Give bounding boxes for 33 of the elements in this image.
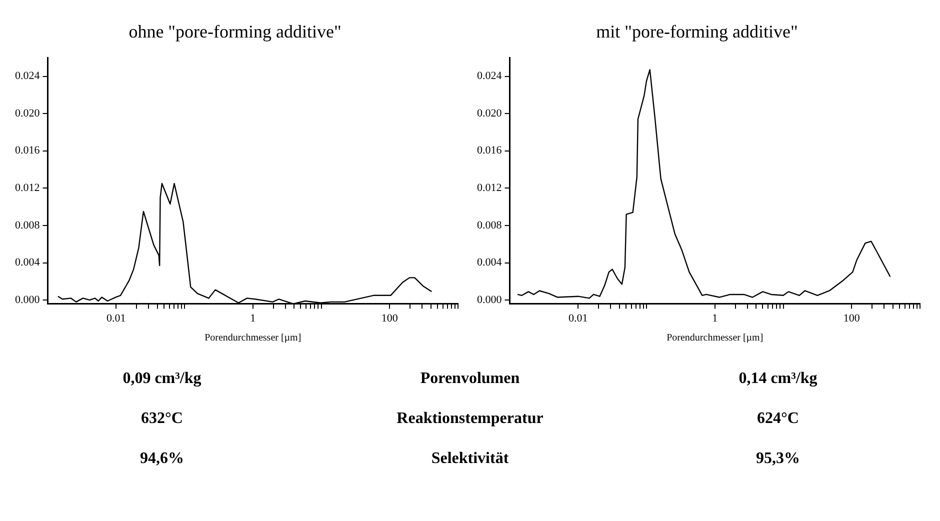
text: 632°C	[140, 410, 184, 428]
y-tick-label: 0.008	[477, 219, 502, 232]
y-tick-label: 0.020	[477, 107, 502, 120]
text: 0,09 cm³/kg	[122, 370, 202, 388]
y-tick-label: 0.008	[15, 219, 40, 232]
x-tick-label: 0.01	[106, 312, 126, 324]
y-tick-label: 0.012	[477, 182, 502, 194]
chart-title: ohne "pore-forming additive"	[128, 22, 342, 42]
chart-title: mit "pore-forming additive"	[596, 22, 798, 42]
x-tick-label: 1	[712, 312, 718, 324]
y-tick-label: 0.016	[15, 144, 40, 157]
y-tick-label: 0.004	[15, 256, 40, 269]
text: 94,6%	[139, 450, 185, 468]
text: Selektivität	[430, 450, 510, 468]
y-tick-label: 0.024	[477, 70, 502, 82]
y-tick-label: 0.016	[477, 144, 502, 157]
text: Porenvolumen	[419, 370, 521, 388]
text: Reaktionstemperatur	[396, 410, 544, 428]
y-tick-label: 0.000	[477, 294, 502, 306]
x-axis-title: Porendurchmesser [µm]	[204, 332, 302, 344]
x-axis-title: Porendurchmesser [µm]	[666, 332, 764, 344]
text: 624°C	[756, 410, 800, 428]
y-tick-label: 0.024	[15, 70, 40, 82]
text: 0,14 cm³/kg	[738, 370, 818, 388]
x-tick-label: 1	[250, 312, 256, 324]
text: 95,3%	[755, 450, 801, 468]
y-tick-label: 0.020	[15, 107, 40, 120]
y-tick-label: 0.000	[15, 294, 40, 306]
x-tick-label: 100	[843, 312, 860, 324]
y-tick-label: 0.012	[15, 182, 40, 194]
x-tick-label: 0.01	[568, 312, 588, 324]
y-tick-label: 0.004	[477, 256, 502, 269]
x-tick-label: 100	[381, 312, 398, 324]
